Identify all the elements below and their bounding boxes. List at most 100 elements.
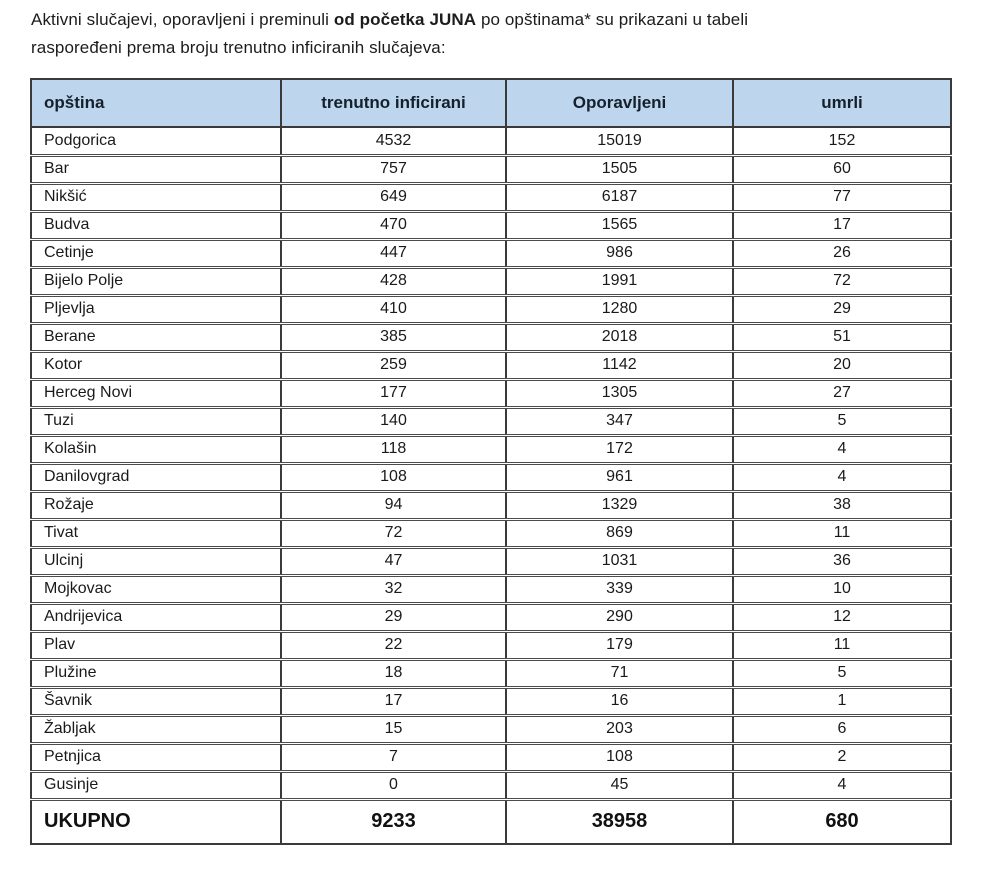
total-label: UKUPNO (31, 799, 282, 844)
cell-trenutno-inficirani: 72 (281, 519, 507, 549)
cell-opstina: Petnjica (31, 743, 282, 773)
cell-opstina: Tuzi (31, 407, 282, 437)
total-oporavljeni: 38958 (506, 799, 734, 844)
table-row: Berane 385 2018 51 (31, 323, 951, 353)
cell-opstina: Tivat (31, 519, 282, 549)
cell-umrli: 77 (733, 183, 951, 213)
cell-oporavljeni: 339 (506, 575, 734, 605)
cell-umrli: 29 (733, 295, 951, 325)
table-row: Cetinje 447 986 26 (31, 239, 951, 269)
cell-trenutno-inficirani: 447 (281, 239, 507, 269)
table-row: Kotor 259 1142 20 (31, 351, 951, 381)
cell-umrli: 60 (733, 155, 951, 185)
cell-trenutno-inficirani: 94 (281, 491, 507, 521)
cell-oporavljeni: 1329 (506, 491, 734, 521)
cell-oporavljeni: 71 (506, 659, 734, 689)
cell-opstina: Mojkovac (31, 575, 282, 605)
cell-umrli: 11 (733, 519, 951, 549)
cell-trenutno-inficirani: 385 (281, 323, 507, 353)
cell-opstina: Šavnik (31, 687, 282, 717)
total-umrli: 680 (825, 810, 859, 833)
cell-trenutno-inficirani: 22 (281, 631, 507, 661)
cell-umrli: 20 (733, 351, 951, 381)
cell-trenutno-inficirani: 410 (281, 295, 507, 325)
column-header-umrli: umrli (733, 79, 951, 128)
cell-trenutno-inficirani: 4532 (281, 127, 507, 157)
column-header-trenutno-inficirani: trenutno inficirani (281, 79, 507, 128)
cell-opstina: Herceg Novi (31, 379, 282, 409)
cell-oporavljeni: 179 (506, 631, 734, 661)
table-row: Nikšić 649 6187 77 (31, 183, 951, 213)
cell-trenutno-inficirani: 29 (281, 603, 507, 633)
cell-trenutno-inficirani: 15 (281, 715, 507, 745)
table-row: Bijelo Polje 428 1991 72 (31, 267, 951, 297)
intro-paragraph: Aktivni slučajevi, oporavljeni i preminu… (31, 6, 951, 62)
cell-oporavljeni: 16 (506, 687, 734, 717)
cell-opstina: Kotor (31, 351, 282, 381)
cell-opstina: Danilovgrad (31, 463, 282, 493)
table-row: Andrijevica 29 290 12 (31, 603, 951, 633)
cell-umrli: 4 (733, 435, 951, 465)
cell-umrli: 4 (733, 463, 951, 493)
cell-umrli: 152 (733, 127, 951, 157)
total-trenutno-inficirani: 9233 (281, 799, 507, 844)
cell-opstina: Nikšić (31, 183, 282, 213)
cell-oporavljeni: 6187 (506, 183, 734, 213)
cell-umrli: 38 (733, 491, 951, 521)
table-row: Pljevlja 410 1280 29 (31, 295, 951, 325)
cell-opstina: Gusinje (31, 771, 282, 801)
cell-oporavljeni: 1991 (506, 267, 734, 297)
cell-oporavljeni: 108 (506, 743, 734, 773)
cell-opstina: Bijelo Polje (31, 267, 282, 297)
cell-umrli: 72 (733, 267, 951, 297)
cell-trenutno-inficirani: 17 (281, 687, 507, 717)
table-row: Herceg Novi 177 1305 27 (31, 379, 951, 409)
table-row: Podgorica 4532 15019 152 (31, 127, 951, 157)
cell-umrli: 5 (733, 659, 951, 689)
cell-oporavljeni: 290 (506, 603, 734, 633)
cell-opstina: Podgorica (31, 127, 282, 157)
cell-trenutno-inficirani: 7 (281, 743, 507, 773)
cell-umrli: 17 (733, 211, 951, 241)
cell-trenutno-inficirani: 108 (281, 463, 507, 493)
table-row: Plužine 18 71 5 (31, 659, 951, 689)
cell-umrli: 4 (733, 771, 951, 801)
cell-oporavljeni: 1305 (506, 379, 734, 409)
cell-umrli: 5 (733, 407, 951, 437)
cell-trenutno-inficirani: 649 (281, 183, 507, 213)
cell-umrli: 6 (733, 715, 951, 745)
table-row: Tuzi 140 347 5 (31, 407, 951, 437)
cell-umrli: 10 (733, 575, 951, 605)
cell-oporavljeni: 15019 (506, 127, 734, 157)
cell-opstina: Andrijevica (31, 603, 282, 633)
intro-text-bold: od početka JUNA (333, 10, 477, 29)
cell-umrli: 26 (733, 239, 951, 269)
cell-opstina: Rožaje (31, 491, 282, 521)
intro-text-after: po opštinama* su prikazani u tabeli rasp… (31, 10, 749, 57)
cell-oporavljeni: 45 (506, 771, 734, 801)
cell-umrli: 27 (733, 379, 951, 409)
table-row: Gusinje 0 45 4 (31, 771, 951, 801)
cell-opstina: Berane (31, 323, 282, 353)
cell-oporavljeni: 961 (506, 463, 734, 493)
cell-oporavljeni: 2018 (506, 323, 734, 353)
cell-umrli: 11 (733, 631, 951, 661)
cell-oporavljeni: 986 (506, 239, 734, 269)
cell-trenutno-inficirani: 140 (281, 407, 507, 437)
cell-opstina: Budva (31, 211, 282, 241)
cell-oporavljeni: 1142 (506, 351, 734, 381)
table-body: Podgorica 4532 15019 152 Bar 757 1505 60 Nikšić 6… (31, 127, 951, 801)
cell-oporavljeni: 1031 (506, 547, 734, 577)
cell-oporavljeni: 1280 (506, 295, 734, 325)
cell-oporavljeni: 1505 (506, 155, 734, 185)
table-header-row: opština trenutno inficirani Oporavljeni … (31, 79, 951, 128)
cell-oporavljeni: 172 (506, 435, 734, 465)
total-row: UKUPNO 9233 38958 680 (31, 799, 951, 844)
cell-umrli: 51 (733, 323, 951, 353)
cell-opstina: Plužine (31, 659, 282, 689)
cell-opstina: Ulcinj (31, 547, 282, 577)
cell-umrli: 12 (733, 603, 951, 633)
municipalities-table: opština trenutno inficirani Oporavljeni … (30, 78, 952, 845)
cell-trenutno-inficirani: 118 (281, 435, 507, 465)
cell-umrli: 2 (733, 743, 951, 773)
